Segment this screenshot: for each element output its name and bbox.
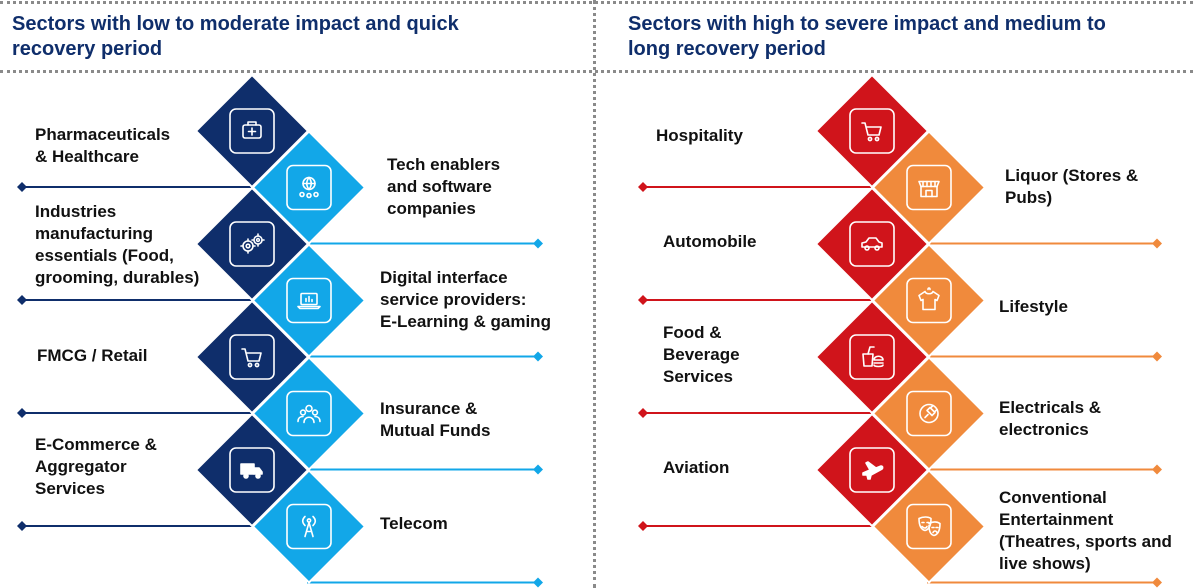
icon-frame <box>286 277 332 324</box>
people-group-icon <box>297 404 321 424</box>
icon-frame <box>849 334 895 380</box>
airplane-icon <box>862 461 884 480</box>
delivery-truck-icon <box>240 463 263 479</box>
shopping-cart-icon <box>861 122 882 142</box>
top-divider <box>0 1 1193 4</box>
icon-frame <box>849 447 895 493</box>
tshirt-icon <box>918 287 940 311</box>
laptop-chart-icon <box>297 292 321 310</box>
connector-end-marker <box>533 351 543 362</box>
left-diamond-chain <box>17 73 543 588</box>
fast-food-icon <box>862 346 884 368</box>
shopping-cart-icon <box>241 348 262 368</box>
header-divider <box>0 70 1193 73</box>
sector-diamond <box>871 469 987 584</box>
sector-label-automobile: Automobile <box>663 232 757 251</box>
right-diamond-chain <box>638 73 1162 588</box>
plug-icon <box>919 403 939 424</box>
sector-label-conventional-entertainment: Conventional Entertainment (Theatres, sp… <box>999 488 1172 573</box>
connector-end-marker <box>17 182 27 192</box>
icon-frame <box>849 108 895 154</box>
icon-frame <box>849 221 895 267</box>
connector-end-marker <box>1152 577 1162 588</box>
connector-end-marker <box>638 295 648 305</box>
connector-end-marker <box>17 521 27 531</box>
car-icon <box>861 237 883 251</box>
icon-frame <box>229 447 275 493</box>
connector-end-marker <box>638 521 648 531</box>
connector-end-marker <box>1152 351 1162 362</box>
sector-label-telecom: Telecom <box>380 514 448 533</box>
connector-end-marker <box>638 182 648 192</box>
connector-end-marker <box>533 577 543 588</box>
icon-frame <box>229 108 275 154</box>
sector-diamond <box>871 130 987 245</box>
connector-end-marker <box>1152 238 1162 249</box>
connector-end-marker <box>17 295 27 305</box>
icon-frame <box>906 164 952 211</box>
sector-label-insurance: Insurance & Mutual Funds <box>380 399 491 440</box>
right-panel-title: Sectors with high to severe impact and m… <box>628 13 1106 60</box>
panel-divider <box>593 0 596 588</box>
cell-tower-icon <box>301 515 317 538</box>
sector-label-digital-interface: Digital interface service providers: E-L… <box>380 268 551 331</box>
sector-diamond <box>814 73 930 189</box>
sector-label-aviation: Aviation <box>663 458 730 477</box>
icon-frame <box>906 503 952 550</box>
global-network-icon <box>299 176 319 199</box>
icon-frame <box>229 334 275 380</box>
storefront-icon <box>918 180 940 198</box>
icon-frame <box>286 390 332 437</box>
sector-diamond <box>251 469 367 584</box>
icon-frame <box>906 390 952 437</box>
gears-icon <box>240 233 265 254</box>
connector-end-marker <box>533 464 543 475</box>
connector-end-marker <box>638 408 648 418</box>
sector-label-liquor: Liquor (Stores & Pubs) <box>1005 166 1139 207</box>
icon-frame <box>906 277 952 324</box>
sector-label-industries-essentials: Industries manufacturing essentials (Foo… <box>35 202 200 287</box>
sector-label-lifestyle: Lifestyle <box>999 297 1068 316</box>
sector-label-food-beverage: Food & Beverage Services <box>663 323 740 386</box>
connector-end-marker <box>1152 464 1162 475</box>
sector-diamond <box>871 356 987 471</box>
sector-label-fmcg-retail: FMCG / Retail <box>37 346 148 365</box>
sector-label-hospitality: Hospitality <box>656 126 743 145</box>
sector-diamond <box>814 412 930 528</box>
icon-frame <box>286 503 332 550</box>
sector-label-tech-enablers: Tech enablers and software companies <box>387 155 501 218</box>
left-panel-title: Sectors with low to moderate impact and … <box>12 13 459 60</box>
sector-diamond <box>194 412 310 528</box>
icon-frame <box>286 164 332 211</box>
connector-end-marker <box>17 408 27 418</box>
sector-label-electricals: Electricals & electronics <box>999 398 1102 439</box>
connector-end-marker <box>533 238 543 249</box>
sector-label-ecommerce: E-Commerce & Aggregator Services <box>35 435 157 498</box>
sector-label-pharmaceuticals: Pharmaceuticals & Healthcare <box>35 125 171 166</box>
diamond-shape <box>251 469 367 584</box>
icon-frame <box>229 221 275 267</box>
medical-kit-icon <box>242 121 262 139</box>
theatre-masks-icon <box>918 516 941 537</box>
